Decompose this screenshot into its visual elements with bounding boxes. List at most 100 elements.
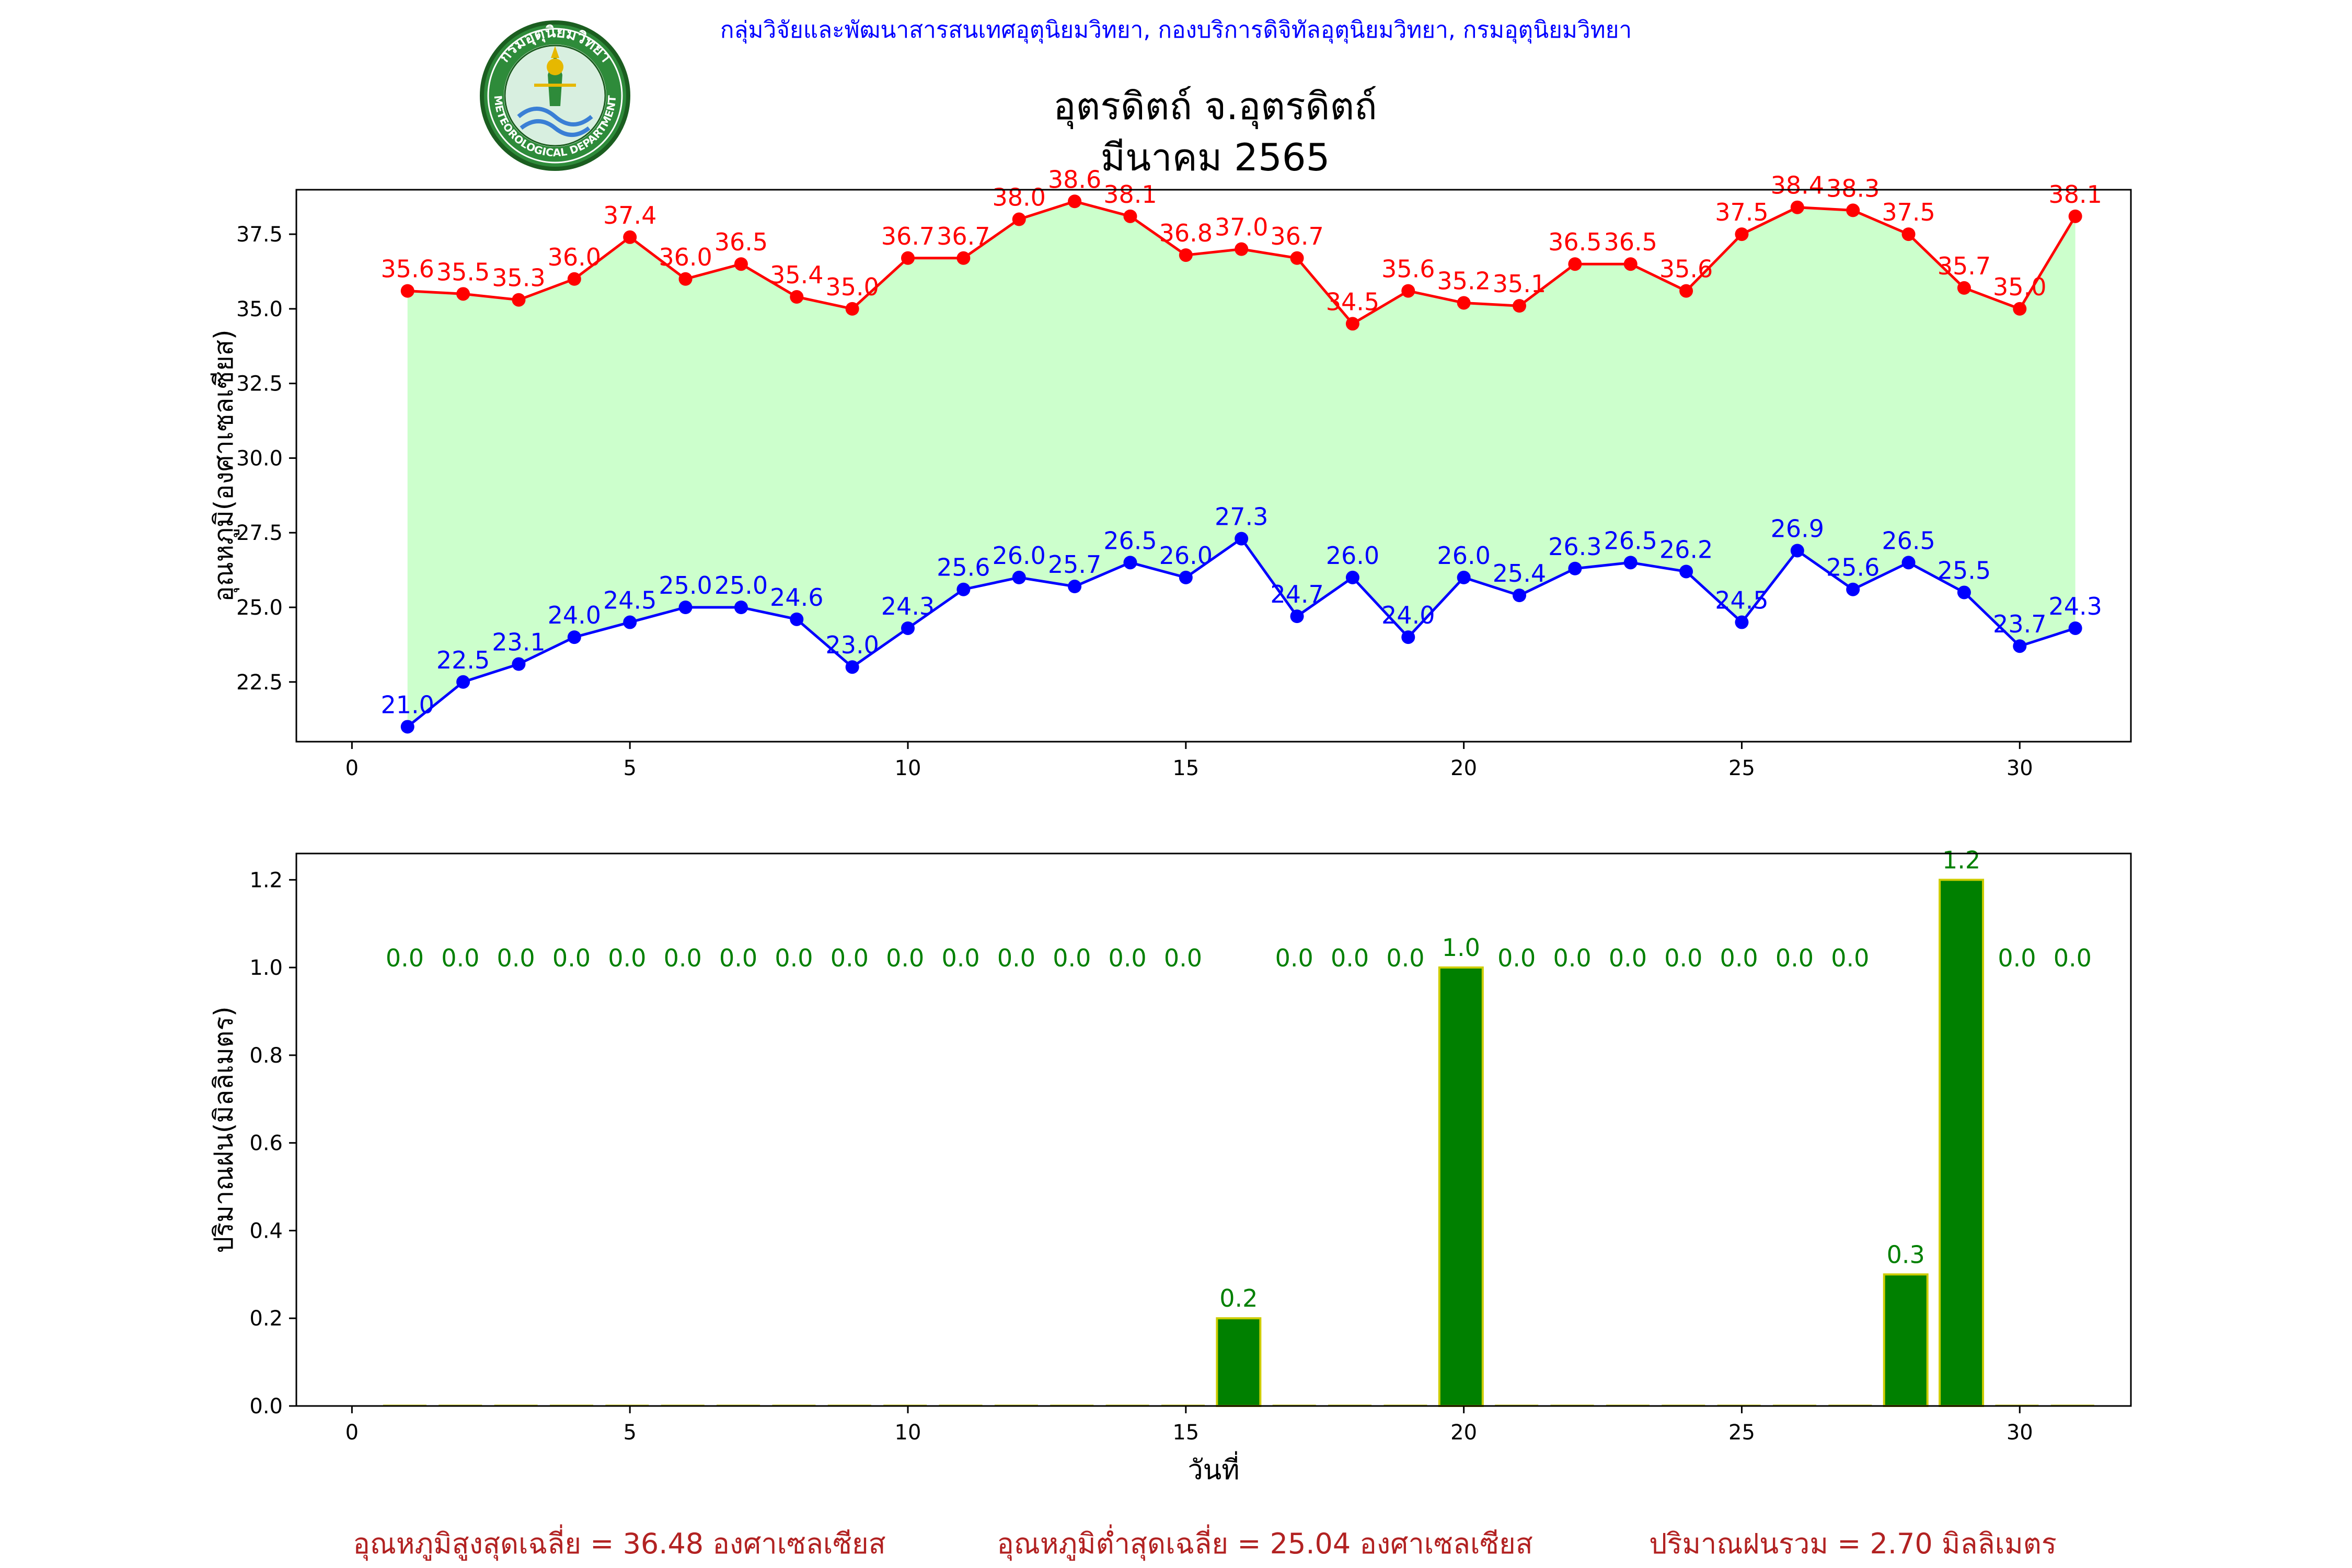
- rain-label: 0.0: [1164, 944, 1202, 972]
- rain-x-tick-label: 30: [2007, 1421, 2033, 1445]
- min-temp-label: 23.1: [492, 628, 545, 656]
- min-temp-label: 24.0: [548, 601, 601, 629]
- min-temp-label: 24.7: [1270, 580, 1323, 608]
- max-temp-point: [1568, 257, 1582, 271]
- min-temp-label: 24.5: [603, 586, 656, 615]
- max-temp-label: 35.1: [1493, 270, 1546, 298]
- rain-label: 0.0: [552, 944, 591, 972]
- min-temp-label: 25.6: [1826, 554, 1880, 582]
- rain-x-axis-label: วันที่: [1187, 1451, 1239, 1486]
- min-temp-label: 24.0: [1381, 601, 1435, 629]
- rain-label: 0.0: [386, 944, 424, 972]
- rain-bar: [1438, 966, 1484, 1407]
- rain-x-tick-label: 25: [1728, 1421, 1755, 1445]
- rain-label: 0.0: [886, 944, 924, 972]
- min-temp-label: 23.7: [1993, 610, 2046, 638]
- max-temp-label: 35.6: [1659, 255, 1713, 283]
- max-temp-label: 35.0: [825, 273, 879, 301]
- max-temp-label: 37.5: [1715, 198, 1768, 226]
- temp-y-axis-label: อุณหภูมิ(องศาเซลเซียส): [209, 329, 239, 602]
- summary-total-rain: ปริมาณฝนรวม = 2.70 มิลลิเมตร: [1649, 1527, 2057, 1560]
- max-temp-label: 38.1: [2048, 180, 2102, 209]
- rain-label: 0.0: [1720, 944, 1758, 972]
- min-temp-label: 25.0: [714, 571, 768, 599]
- rain-bar: [1939, 879, 1985, 1408]
- min-temp-label: 26.0: [993, 541, 1046, 570]
- min-temp-label: 26.5: [1103, 526, 1157, 555]
- chart-title-line2: มีนาคม 2565: [1101, 135, 1330, 179]
- min-temp-label: 26.0: [1159, 541, 1213, 570]
- min-temp-point: [790, 612, 804, 626]
- min-temp-label: 24.5: [1715, 586, 1768, 615]
- min-temp-point: [1957, 585, 1971, 599]
- max-temp-label: 36.5: [1604, 228, 1657, 256]
- max-temp-point: [1790, 200, 1804, 214]
- rain-label: 0.0: [1831, 944, 1869, 972]
- max-temp-point: [2013, 302, 2027, 316]
- min-temp-point: [1901, 556, 1916, 570]
- rain-label: 0.0: [1386, 944, 1424, 972]
- department-logo: กรมอุตุนิยมวิทยา METEOROLOGICAL DEPARTME…: [480, 20, 630, 171]
- summary-avg-max: อุณหภูมิสูงสุดเฉลี่ย = 36.48 องศาเซลเซีย…: [353, 1524, 885, 1561]
- max-temp-label: 35.0: [1993, 273, 2046, 301]
- rain-label: 0.0: [831, 944, 869, 972]
- rain-label: 0.0: [497, 944, 535, 972]
- org-line: กลุ่มวิจัยและพัฒนาสารสนเทศอุตุนิยมวิทยา,…: [720, 17, 1632, 44]
- min-temp-label: 25.5: [1938, 556, 1991, 584]
- max-temp-label: 36.0: [659, 243, 712, 271]
- rain-label: 0.3: [1887, 1240, 1925, 1269]
- max-temp-point: [1846, 203, 1860, 217]
- min-temp-point: [400, 720, 414, 734]
- max-temp-label: 38.4: [1771, 171, 1824, 200]
- min-temp-label: 25.4: [1493, 559, 1546, 587]
- min-temp-label: 24.3: [881, 592, 935, 620]
- min-temp-point: [1235, 532, 1249, 546]
- max-temp-label: 35.5: [436, 258, 490, 286]
- min-temp-label: 25.0: [659, 571, 712, 599]
- rain-axes-frame: [295, 852, 2132, 1407]
- rain-y-tick-label: 1.0: [249, 956, 283, 980]
- max-temp-point: [1235, 242, 1249, 256]
- max-temp-point: [734, 257, 748, 271]
- chart-title-line1: อุตรดิตถ์ จ.อุตรดิตถ์: [1053, 84, 1377, 129]
- min-temp-label: 25.6: [937, 554, 990, 582]
- temp-range-fill: [407, 201, 2076, 727]
- min-temp-point: [567, 630, 581, 644]
- rain-y-tick-label: 1.2: [249, 868, 283, 892]
- max-temp-point: [1179, 248, 1193, 262]
- max-temp-point: [1345, 317, 1359, 331]
- rain-label: 0.0: [2054, 944, 2092, 972]
- temp-y-tick-label: 25.0: [236, 596, 283, 620]
- min-temp-point: [678, 600, 693, 614]
- max-temp-point: [790, 290, 804, 304]
- rain-label: 0.0: [1053, 944, 1091, 972]
- max-temp-point: [1901, 227, 1916, 241]
- max-temp-point: [678, 272, 693, 286]
- rain-y-tick-label: 0.2: [249, 1307, 283, 1331]
- min-temp-point: [1513, 589, 1526, 603]
- rain-label: 0.0: [1553, 944, 1591, 972]
- max-temp-point: [1290, 251, 1304, 265]
- max-temp-label: 35.6: [381, 255, 434, 283]
- max-temp-label: 35.2: [1437, 267, 1490, 295]
- min-temp-point: [456, 675, 470, 689]
- max-temp-point: [1623, 257, 1638, 271]
- min-temp-point: [2068, 621, 2082, 635]
- min-temp-point: [1123, 556, 1137, 570]
- rain-y-tick-label: 0.8: [249, 1044, 283, 1068]
- min-temp-point: [845, 660, 859, 674]
- min-temp-point: [1735, 615, 1749, 629]
- rain-label: 0.0: [1109, 944, 1147, 972]
- min-temp-point: [1012, 570, 1026, 584]
- temp-x-tick-label: 10: [895, 756, 921, 780]
- max-temp-label: 35.6: [1381, 255, 1435, 283]
- max-temp-label: 34.5: [1326, 287, 1379, 316]
- max-temp-point: [2068, 209, 2082, 223]
- temp-y-tick-label: 32.5: [236, 372, 283, 396]
- min-temp-point: [1568, 561, 1582, 575]
- rain-label: 0.0: [941, 944, 979, 972]
- rain-label: 0.0: [664, 944, 702, 972]
- rain-y-axis-label: ปริมาณฝน(มิลลิเมตร): [209, 1006, 239, 1253]
- max-temp-point: [456, 287, 470, 301]
